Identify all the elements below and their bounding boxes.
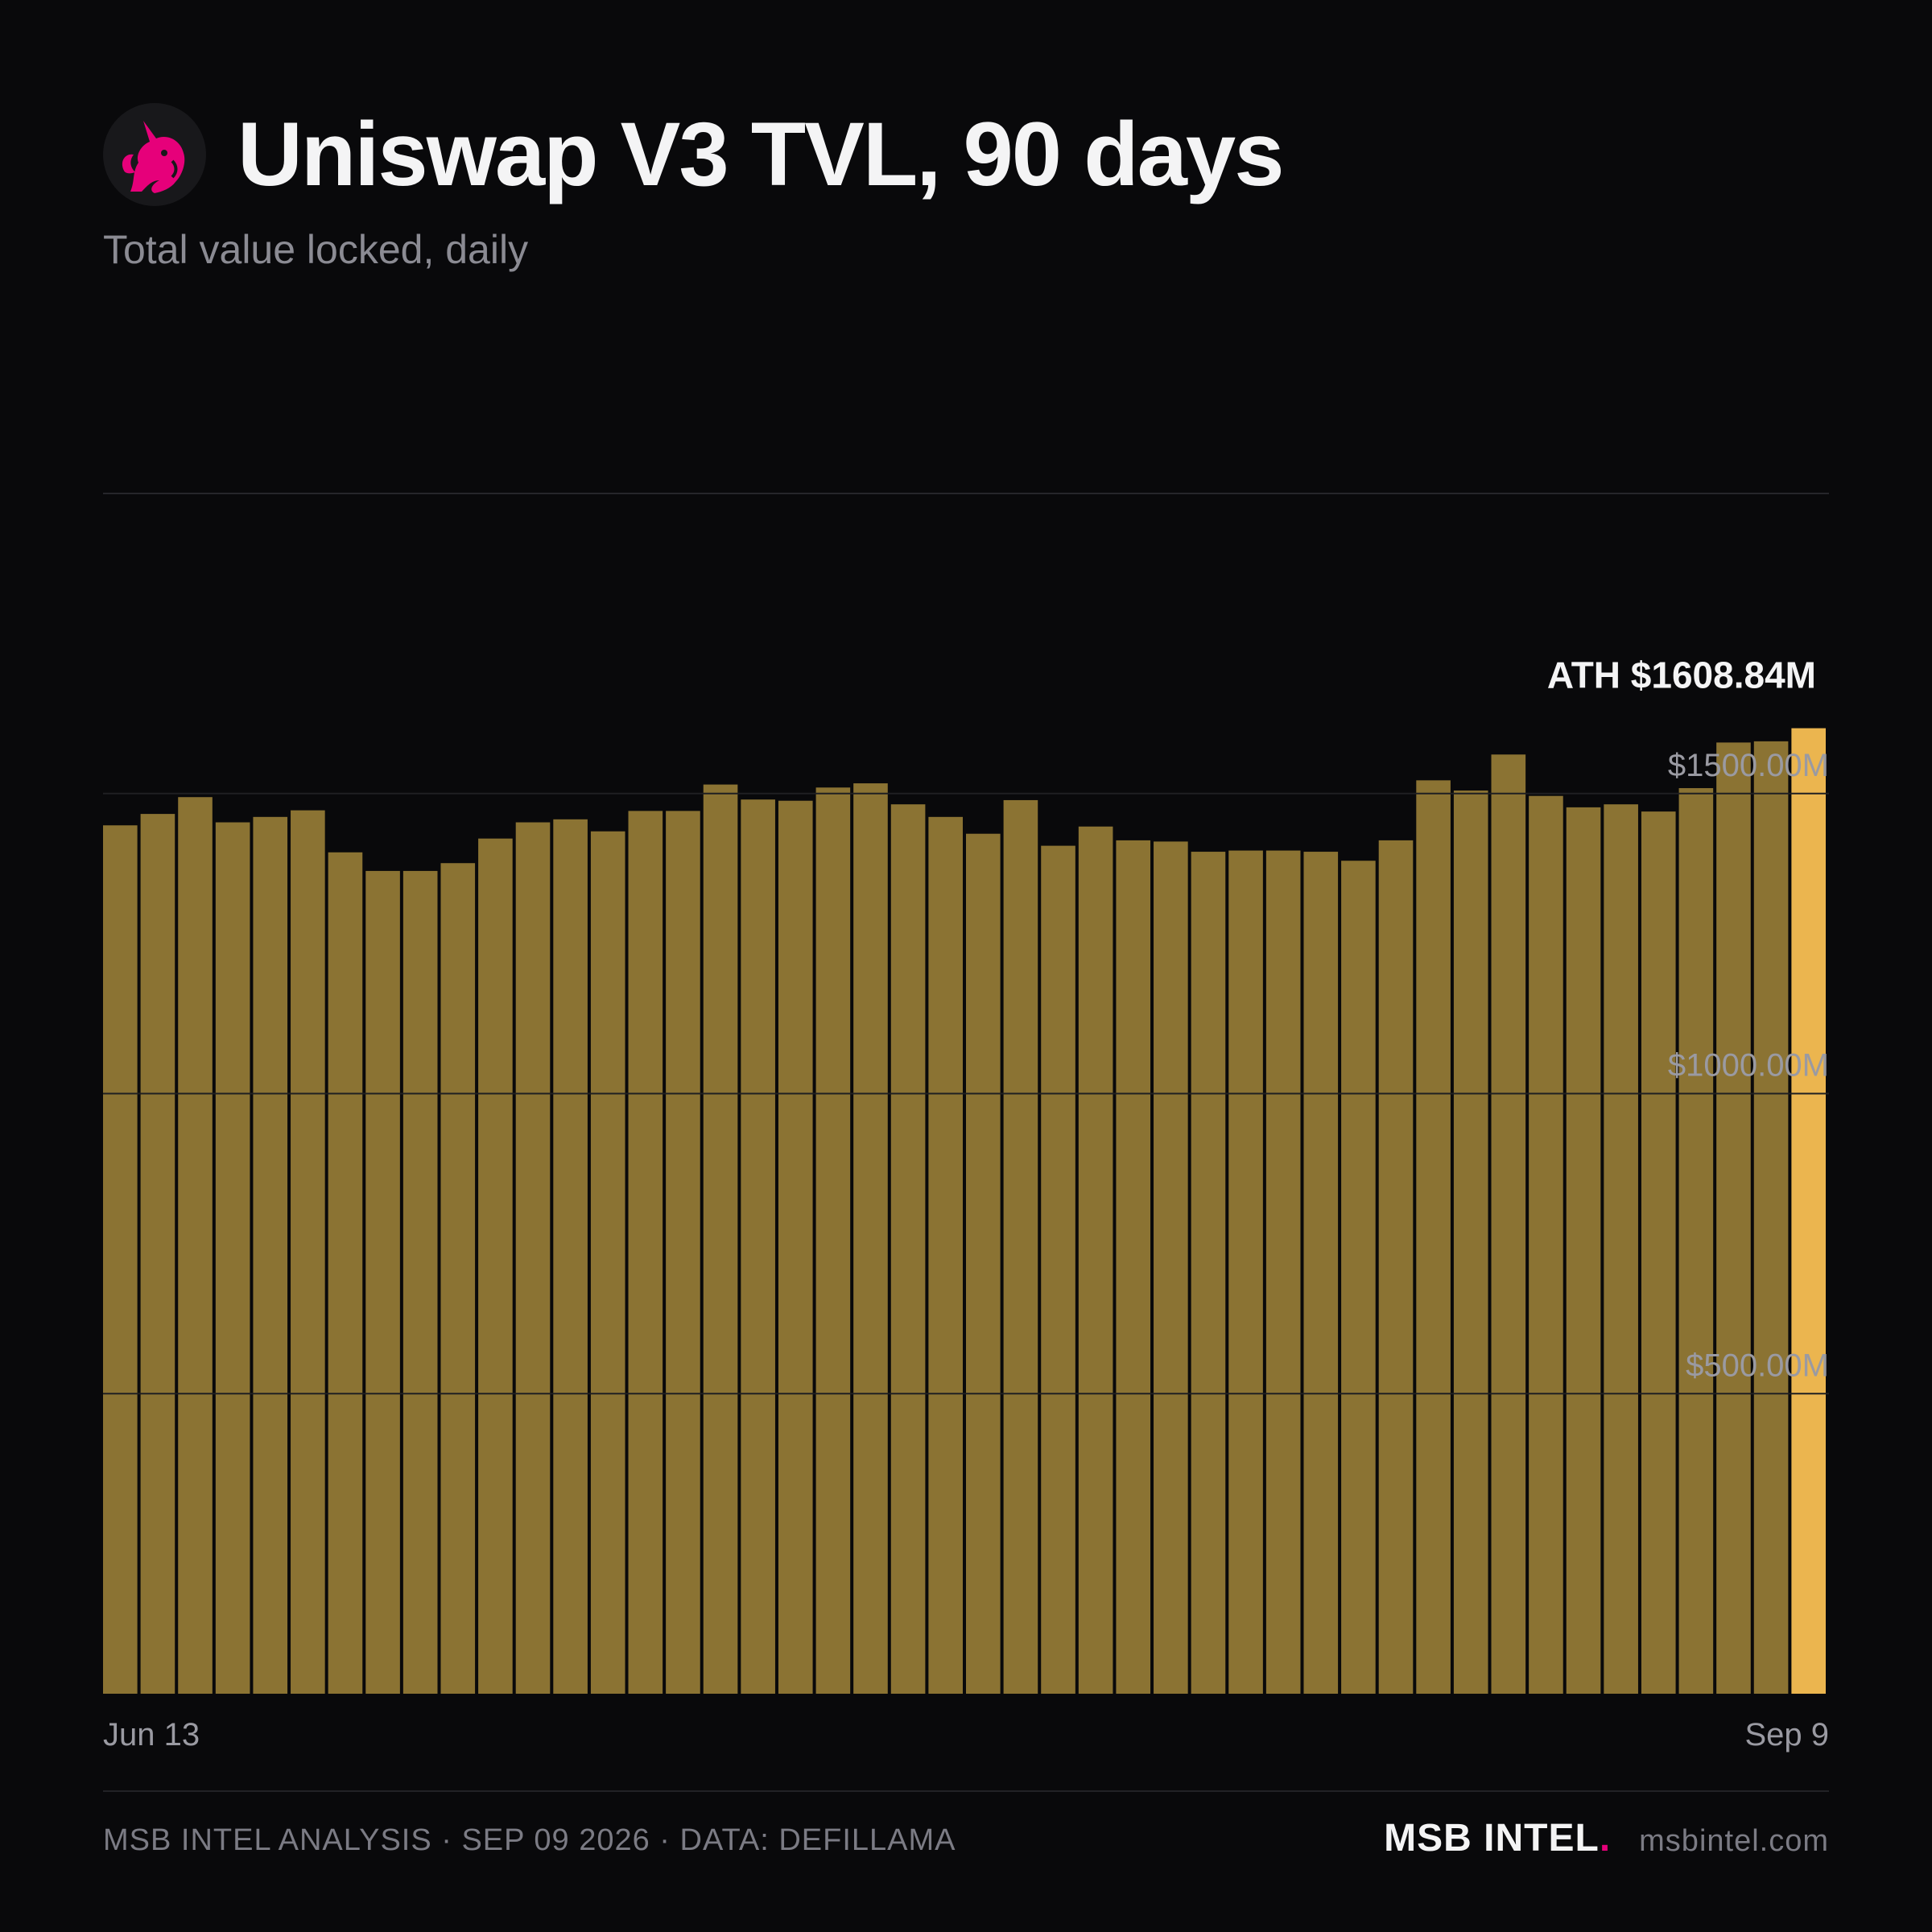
bar: [1041, 845, 1075, 1694]
bar: [253, 816, 288, 1694]
bar: [1303, 852, 1339, 1694]
bar: [890, 804, 926, 1695]
bar: [928, 816, 963, 1694]
y-tick-label: $1000.00M: [1668, 1048, 1829, 1084]
bar: [1641, 811, 1676, 1694]
bar: [553, 819, 588, 1694]
uniswap-logo: [103, 103, 206, 206]
bar: [291, 810, 325, 1694]
page-title: Uniswap V3 TVL, 90 days: [237, 104, 1284, 204]
brand-dot: .: [1599, 1817, 1611, 1860]
bar: [178, 797, 213, 1694]
bar: [365, 870, 400, 1694]
bar: [1191, 852, 1226, 1694]
bar: [103, 825, 138, 1694]
bar: [140, 814, 175, 1694]
bar: [1116, 840, 1151, 1694]
uniswap-unicorn-icon: [122, 121, 185, 193]
bar: [1716, 742, 1751, 1694]
bar: [628, 811, 663, 1694]
bar: [778, 800, 813, 1695]
bar: [1453, 791, 1488, 1694]
bar: [966, 833, 1001, 1694]
bar: [215, 822, 250, 1694]
bar: [1341, 861, 1376, 1694]
bar: [402, 870, 438, 1694]
page-subtitle: Total value locked, daily: [103, 227, 529, 272]
bar: [1265, 850, 1301, 1694]
footer-divider: [103, 1790, 1829, 1792]
bar: [1491, 754, 1526, 1694]
bar: [703, 784, 738, 1694]
bar: [1378, 840, 1414, 1694]
bar: [1604, 804, 1638, 1695]
bar: [1228, 850, 1263, 1694]
bar: [440, 863, 476, 1694]
y-tick-label: $500.00M: [1686, 1348, 1829, 1383]
footer-credits: MSB INTEL ANALYSIS · SEP 09 2026 · DATA:…: [103, 1823, 956, 1857]
bar: [328, 852, 363, 1694]
brand-name: MSB INTEL: [1384, 1817, 1600, 1860]
ath-annotation: ATH $1608.84M: [1547, 654, 1816, 696]
x-label-start: Jun 13: [103, 1717, 200, 1752]
site-link[interactable]: msbintel.com: [1639, 1824, 1829, 1858]
bar: [515, 822, 551, 1694]
bar: [666, 811, 700, 1694]
bar: [590, 831, 625, 1694]
bar: [1753, 741, 1789, 1694]
footer-brand: MSB INTEL. msbintel.com: [1384, 1814, 1829, 1872]
bar: [478, 838, 513, 1694]
bar: [1003, 799, 1038, 1695]
bar: [1678, 788, 1714, 1694]
bar: [1078, 826, 1113, 1694]
bar: [1566, 807, 1601, 1694]
bar: [1154, 841, 1188, 1694]
bar-latest: [1791, 728, 1826, 1694]
x-label-end: Sep 9: [1744, 1717, 1829, 1752]
bar: [1416, 780, 1451, 1694]
bar: [741, 799, 775, 1695]
bar: [1529, 795, 1563, 1694]
bar: [853, 783, 888, 1694]
bar: [815, 787, 851, 1694]
y-tick-label: $1500.00M: [1668, 748, 1829, 783]
